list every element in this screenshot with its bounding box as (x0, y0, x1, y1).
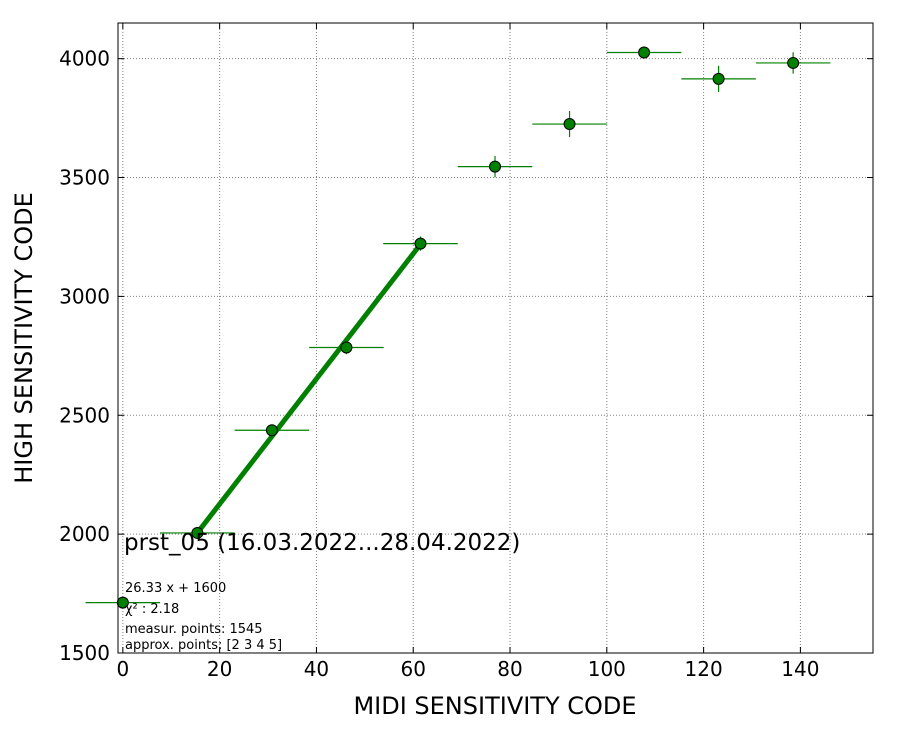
fit-equation-label: 26.33 x + 1600 (125, 581, 226, 596)
x-tick-label: 140 (781, 657, 819, 681)
y-tick-label: 3500 (59, 166, 110, 190)
x-tick-label: 0 (116, 657, 129, 681)
y-tick-label: 3000 (59, 284, 110, 308)
x-tick-label: 60 (400, 657, 425, 681)
point-marker (638, 46, 651, 59)
grid (118, 23, 873, 653)
point-marker (340, 341, 353, 354)
x-tick-label: 120 (685, 657, 723, 681)
x-tick-label: 40 (304, 657, 329, 681)
y-axis-title: HIGH SENSITIVITY CODE (10, 192, 38, 484)
data-point (85, 596, 161, 609)
fit-line (195, 242, 423, 535)
data-point (309, 340, 384, 355)
point-marker (191, 526, 204, 539)
data-point (234, 424, 310, 437)
point-marker (265, 424, 278, 437)
data-point (532, 110, 607, 138)
y-tick-label: 4000 (59, 47, 110, 71)
y-tick-label: 1500 (59, 641, 110, 665)
data-point (755, 52, 831, 74)
x-axis-title: MIDI SENSITIVITY CODE (353, 692, 636, 720)
x-tick-label: 20 (207, 657, 232, 681)
data-point (606, 46, 682, 59)
fit-line-group (195, 242, 423, 535)
y-tick-label: 2000 (59, 522, 110, 546)
measurement-points-label: measur. points: 1545 (125, 622, 263, 637)
y-tick-label: 2500 (59, 403, 110, 427)
x-tick-label: 100 (588, 657, 626, 681)
point-marker (116, 596, 129, 609)
x-tick-label: 80 (497, 657, 522, 681)
point-marker (563, 118, 576, 131)
data-points (85, 46, 831, 609)
point-marker (489, 160, 502, 173)
approx-points-label: approx. points: [2 3 4 5] (125, 638, 282, 653)
data-point (160, 526, 235, 539)
axis-ticks: 0 20 40 60 80 100 120 140 1500 2000 2500 3000 3500 40… (59, 23, 873, 681)
point-marker (712, 72, 725, 85)
point-marker (787, 56, 800, 69)
plot-frame (117, 22, 874, 654)
data-point (457, 155, 533, 178)
data-point (681, 65, 756, 92)
chart-annotation-title: prst_05 (16.03.2022...28.04.2022) (124, 530, 520, 556)
chi-square-label: χ² : 2.18 (125, 602, 179, 617)
data-point (383, 236, 458, 251)
point-marker (414, 237, 427, 250)
